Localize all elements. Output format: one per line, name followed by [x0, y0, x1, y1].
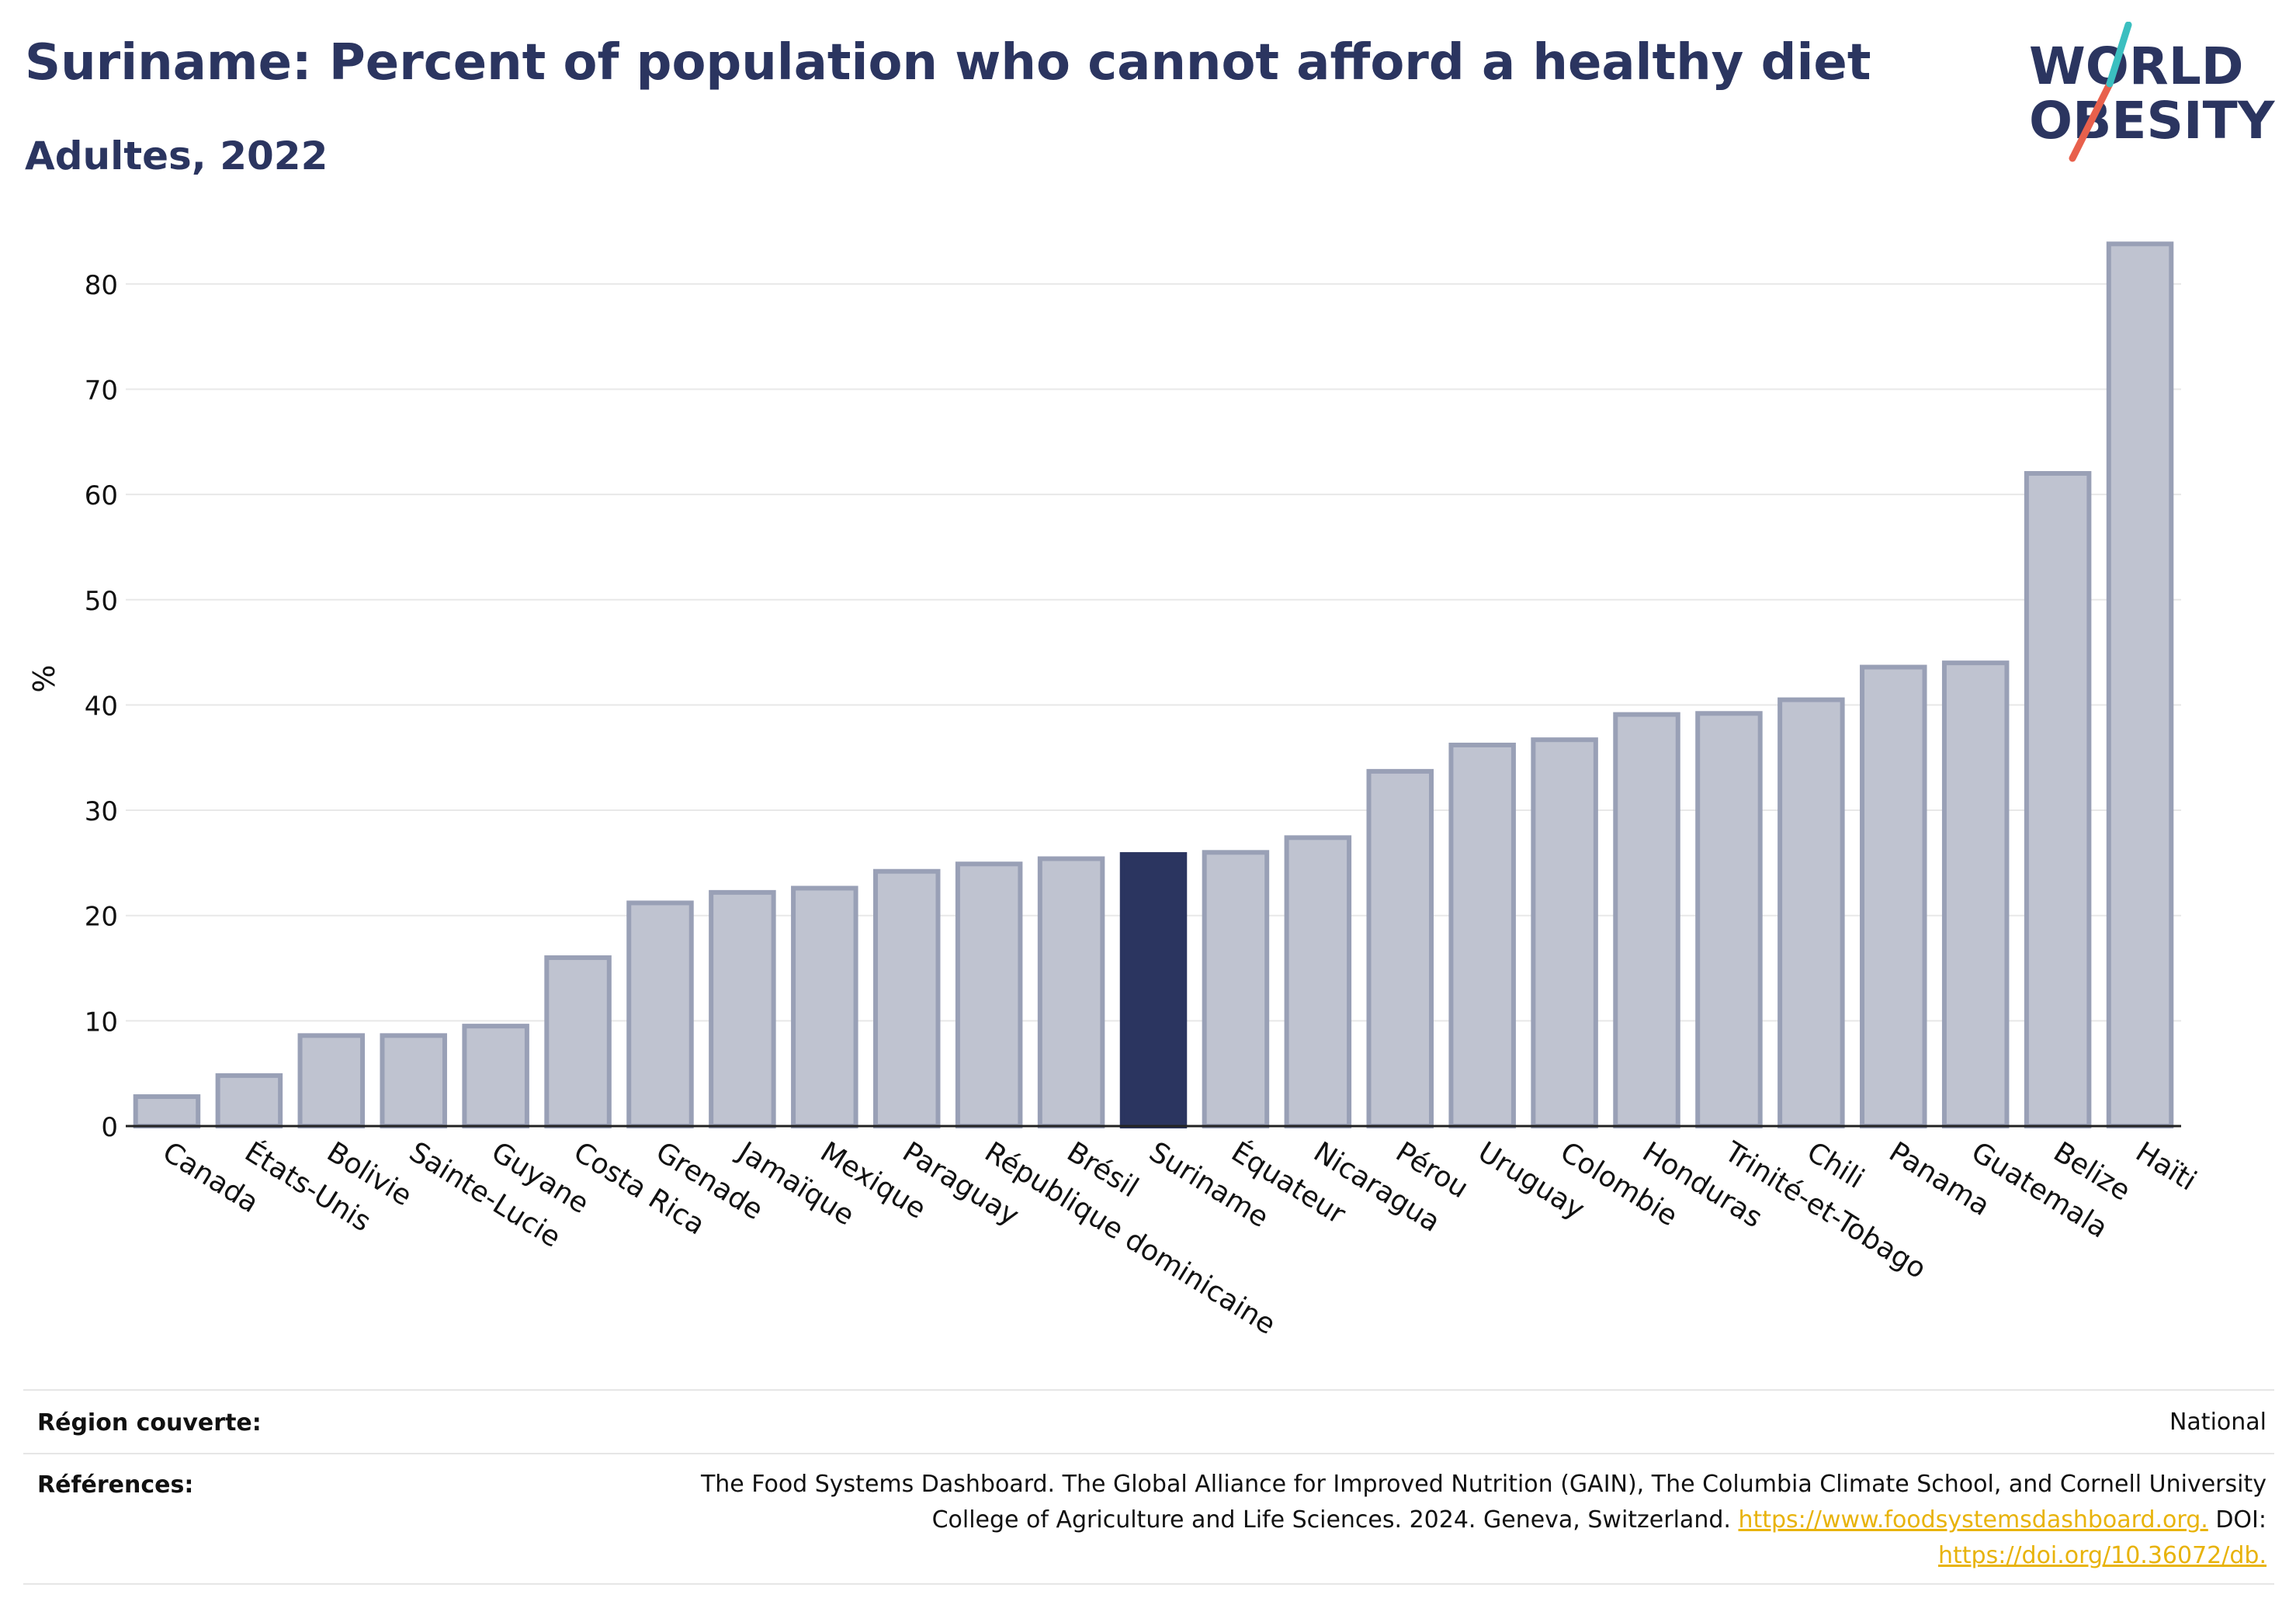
dashboard-link[interactable]: https://www.foodsystemsdashboard.org.	[1738, 1506, 2208, 1534]
bar[interactable]	[2024, 470, 2092, 1128]
y-tick-label: 40	[85, 691, 118, 722]
bar[interactable]	[955, 861, 1023, 1128]
y-tick-label: 80	[85, 270, 118, 301]
bar[interactable]	[1531, 737, 1598, 1128]
logo-line2: OBESITY	[2029, 91, 2276, 151]
footer: Région couverte: National Références: Th…	[23, 1389, 2274, 1585]
bar[interactable]	[872, 868, 941, 1128]
bar-chart: 0 10 20 30 40 50 60 70 80 CanadaÉtats-UnisBolivi…	[27, 241, 2202, 1341]
y-tick-label: 30	[85, 796, 118, 827]
chart-subtitle: Adultes, 2022	[25, 133, 328, 178]
region-label: Région couverte:	[37, 1409, 262, 1437]
bar[interactable]	[215, 1073, 283, 1128]
grid-lines	[126, 282, 2181, 1022]
bar[interactable]	[1860, 664, 1927, 1128]
bar[interactable]	[1941, 660, 2010, 1128]
references-line2-wrap: College of Agriculture and Life Sciences…	[481, 1502, 2267, 1538]
references-line3-wrap: https://doi.org/10.36072/db.	[481, 1538, 2267, 1574]
references-label: Références:	[37, 1471, 194, 1499]
bar[interactable]	[709, 889, 776, 1128]
y-tick-label: 50	[85, 586, 118, 617]
y-tick-label: 10	[85, 1007, 118, 1038]
logo-slash-red	[2069, 80, 2114, 162]
bar[interactable]	[1448, 742, 1516, 1128]
references-text: The Food Systems Dashboard. The Global A…	[481, 1467, 2267, 1574]
y-tick-label: 0	[101, 1112, 118, 1143]
y-tick-label: 60	[85, 480, 118, 511]
references-line1: The Food Systems Dashboard. The Global A…	[700, 1471, 2267, 1498]
bar[interactable]	[1284, 835, 1352, 1129]
x-tick-labels: CanadaÉtats-UnisBolivieSainte-LucieGuyan…	[157, 1135, 2201, 1341]
logo-line1: WORLD	[2029, 36, 2244, 96]
region-value: National	[2169, 1409, 2267, 1436]
y-tick-labels: 0 10 20 30 40 50 60 70 80	[85, 270, 118, 1143]
bar[interactable]	[1366, 768, 1434, 1128]
footer-row-references: Références: The Food Systems Dashboard. …	[23, 1453, 2274, 1585]
bar[interactable]	[133, 1094, 201, 1128]
bar[interactable]	[1202, 850, 1270, 1128]
world-obesity-logo: WORLD OBESITY	[2029, 22, 2276, 162]
footer-row-region: Région couverte: National	[23, 1389, 2274, 1454]
x-tick-label: Haïti	[2130, 1136, 2201, 1197]
bar[interactable]	[626, 900, 694, 1128]
bar[interactable]	[1695, 711, 1763, 1128]
bar[interactable]	[297, 1033, 366, 1128]
bar[interactable]	[791, 886, 858, 1128]
y-tick-label: 20	[85, 902, 118, 933]
doi-label: DOI:	[2215, 1506, 2267, 1534]
bar[interactable]	[2106, 241, 2174, 1129]
bar[interactable]	[544, 955, 612, 1129]
bars	[133, 241, 2174, 1129]
bar[interactable]	[462, 1024, 529, 1128]
bar[interactable]	[1777, 697, 1845, 1128]
y-axis-label: %	[27, 664, 61, 692]
bar[interactable]	[1037, 856, 1105, 1128]
y-tick-label: 70	[85, 375, 118, 406]
references-line2: College of Agriculture and Life Sciences…	[931, 1506, 1731, 1534]
chart-title: Suriname: Percent of population who cann…	[25, 34, 1871, 92]
doi-link[interactable]: https://doi.org/10.36072/db.	[1938, 1542, 2267, 1569]
bar[interactable]	[1613, 712, 1680, 1128]
bar[interactable]	[380, 1033, 447, 1128]
bar-highlighted[interactable]	[1119, 852, 1188, 1128]
logo-slash-teal	[2106, 22, 2132, 88]
